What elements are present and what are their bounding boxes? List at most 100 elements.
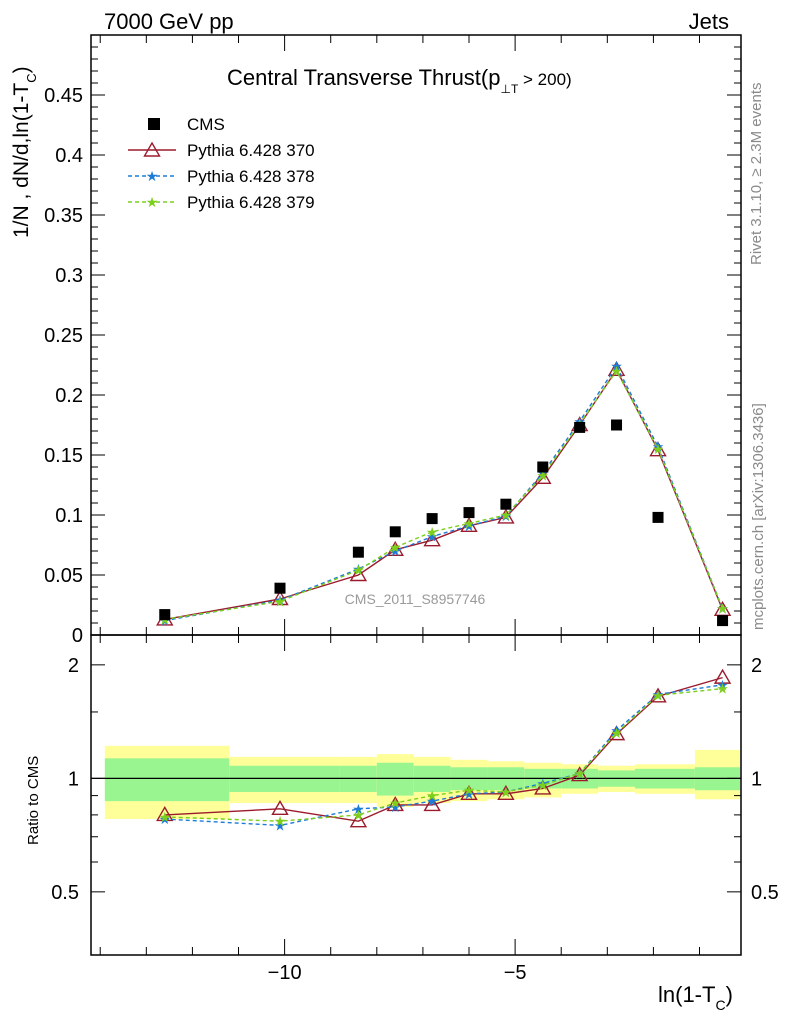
x-tick-label: −5 — [504, 962, 527, 984]
data-point — [717, 615, 729, 627]
ratio-y-tick-label: 2 — [751, 655, 762, 677]
y-tick-label: 0.15 — [44, 445, 83, 467]
ratio-point: ★ — [610, 725, 623, 741]
series-line — [164, 364, 724, 622]
collision-label: 7000 GeV pp — [104, 9, 234, 34]
ratio-point — [386, 796, 404, 812]
process-label: Jets — [689, 9, 729, 34]
series-point: ★ — [389, 539, 402, 555]
series-point: ★ — [500, 507, 513, 523]
ratio-point: ★ — [426, 793, 439, 809]
y-tick-label: 0 — [72, 625, 83, 647]
main-y-axis-label: 1/N , dN/d,ln(1-TC) — [10, 66, 39, 238]
ratio-series-line — [164, 687, 723, 822]
data-point — [159, 609, 171, 621]
series-point: ★ — [274, 592, 287, 608]
ratio-point: ★ — [500, 784, 513, 800]
ratio-band-inner — [376, 762, 414, 796]
legend: CMS Pythia 6.428 370 ★ Pythia 6.428 378 … — [128, 115, 315, 212]
legend-item-pythia-379: ★ Pythia 6.428 379 — [128, 193, 315, 212]
series-point — [423, 531, 441, 547]
ratio-y-tick-label: 1 — [68, 768, 79, 790]
data-point — [389, 526, 401, 538]
series-point: ★ — [389, 543, 402, 559]
ratio-point: ★ — [463, 782, 476, 798]
series-point: ★ — [463, 515, 476, 531]
series-point: ★ — [352, 561, 365, 577]
series-point — [607, 360, 626, 376]
ratio-point: ★ — [573, 766, 586, 782]
ratio-point: ★ — [610, 722, 623, 738]
data-point — [652, 511, 664, 523]
y-tick-label: 0.2 — [55, 385, 83, 407]
legend-square-marker — [148, 118, 160, 130]
ratio-band-inner — [104, 758, 230, 802]
ratio-y-tick-label: 1 — [751, 768, 762, 790]
ratio-y-tick-label: 0.5 — [51, 882, 79, 904]
series-line — [164, 369, 724, 621]
legend-label: CMS — [187, 115, 225, 134]
ratio-y-tick-label: 0.5 — [751, 882, 779, 904]
ratio-point: ★ — [426, 788, 439, 804]
ratio-point — [534, 779, 552, 795]
ratio-point: ★ — [716, 681, 729, 697]
legend-item-pythia-370: Pythia 6.428 370 — [128, 141, 315, 160]
legend-star-marker: ★ — [146, 168, 159, 184]
mcplots-note: mcplots.cern.ch [arXiv:1306.3436] — [750, 403, 767, 630]
chart-title: Central Transverse Thrust(p⊥T > 200) — [227, 65, 572, 96]
legend-triangle-marker — [143, 141, 161, 157]
ratio-point: ★ — [389, 795, 402, 811]
ratio-point: ★ — [389, 799, 402, 815]
series-point: ★ — [716, 601, 729, 617]
series-point — [497, 508, 515, 524]
ratio-point — [423, 796, 441, 812]
series-point: ★ — [652, 441, 665, 457]
ratio-point: ★ — [352, 801, 365, 817]
ratio-point: ★ — [536, 777, 549, 793]
y-tick-label: 0.25 — [44, 325, 83, 347]
data-point — [537, 461, 549, 473]
series-point — [349, 566, 368, 582]
data-point — [463, 507, 475, 519]
ratio-point — [713, 668, 732, 684]
series-point — [649, 441, 667, 457]
series-point: ★ — [352, 562, 365, 578]
y-tick-label: 0.35 — [44, 205, 83, 227]
ratio-y-axis-label: Ratio to CMS — [25, 756, 42, 845]
data-point — [574, 421, 586, 433]
ratio-point — [349, 812, 368, 828]
series-point: ★ — [463, 518, 476, 534]
legend-star-marker: ★ — [146, 194, 159, 210]
legend-label: Pythia 6.428 370 — [187, 141, 315, 160]
data-point — [274, 582, 286, 594]
ratio-series-line — [164, 684, 723, 827]
x-tick-label: −10 — [268, 962, 302, 984]
ratio-point — [607, 725, 626, 741]
ratio-y-tick-label: 2 — [68, 655, 79, 677]
data-point — [611, 419, 623, 431]
y-tick-label: 0.05 — [44, 565, 83, 587]
series-point — [534, 468, 552, 484]
ratio-point: ★ — [716, 677, 729, 693]
y-tick-label: 0.45 — [44, 85, 83, 107]
data-point — [500, 498, 512, 510]
ratio-point: ★ — [652, 687, 665, 703]
series-point: ★ — [610, 363, 623, 379]
x-axis-label: ln(1-TC) — [658, 982, 733, 1013]
ratio-point — [156, 805, 174, 822]
data-point — [426, 513, 438, 525]
legend-label: Pythia 6.428 378 — [187, 167, 315, 186]
data-point — [352, 546, 364, 558]
ratio-point: ★ — [274, 813, 287, 829]
series-point: ★ — [274, 593, 287, 609]
ratio-point — [497, 784, 515, 800]
y-tick-label: 0.4 — [55, 145, 83, 167]
legend-item-cms: CMS — [148, 115, 225, 134]
legend-item-pythia-378: ★ Pythia 6.428 378 — [128, 167, 315, 186]
ratio-point — [271, 799, 289, 816]
series-point: ★ — [426, 524, 439, 540]
ratio-point — [460, 784, 478, 800]
series-point: ★ — [610, 358, 623, 374]
ratio-point: ★ — [352, 807, 365, 823]
